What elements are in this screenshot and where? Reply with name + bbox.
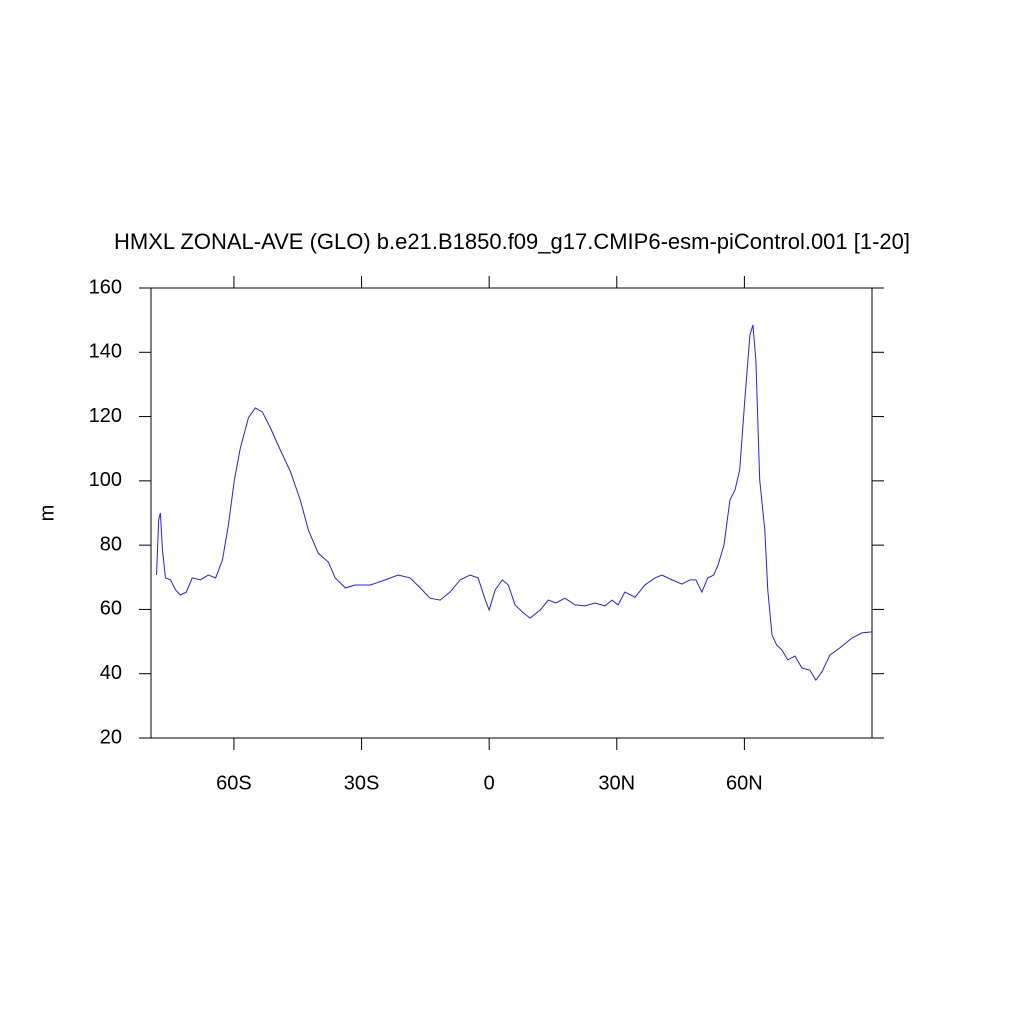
x-tick-label: 0 [484,772,495,794]
chart-title: HMXL ZONAL-AVE (GLO) b.e21.B1850.f09_g17… [114,229,910,254]
y-tick-label: 40 [100,662,122,684]
y-tick-label: 100 [89,469,122,491]
y-tick-label: 20 [100,726,122,748]
y-tick-label: 60 [100,598,122,620]
data-line [156,324,873,682]
x-tick-label: 60N [726,772,763,794]
y-tick-label: 160 [89,276,122,298]
y-tick-label: 120 [89,405,122,427]
x-tick-label: 30S [344,772,380,794]
y-axis-label: m [36,505,58,522]
plot-frame [150,287,873,739]
y-tick-label: 140 [89,341,122,363]
x-tick-label: 60S [216,772,252,794]
y-tick-label: 80 [100,533,122,555]
x-tick-label: 30N [598,772,635,794]
